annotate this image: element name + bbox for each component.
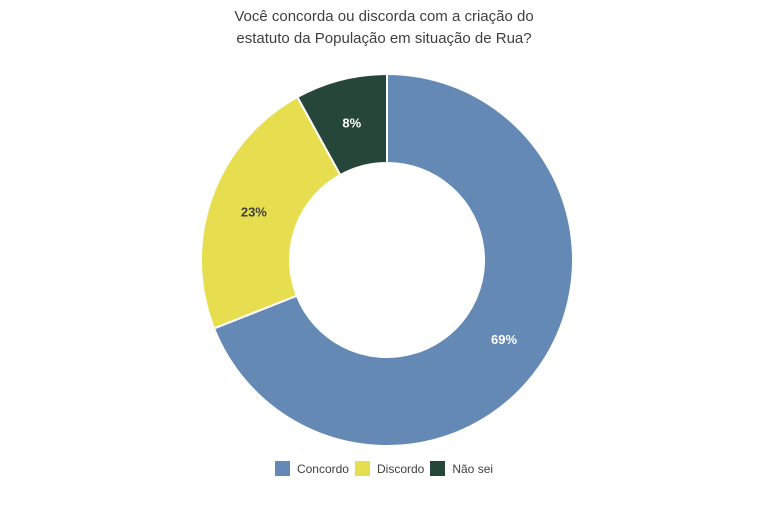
slice-value-label-discordo: 23% [241, 205, 267, 220]
legend-swatch-concordo [274, 461, 290, 476]
chart-title-line-2: estatuto da População em situação de Rua… [236, 30, 532, 47]
legend-swatch-discordo [354, 461, 370, 476]
slice-value-label-nao-sei: 8% [342, 115, 361, 130]
slice-value-label-concordo: 69% [491, 332, 517, 347]
slice-concordo[interactable] [212, 72, 574, 447]
legend-label-nao-sei: Não sei [452, 461, 494, 476]
slice-discordo[interactable] [200, 95, 342, 330]
legend-label-discordo: Discordo [376, 461, 425, 476]
chart-title: Você concorda ou discorda com a criação … [0, 6, 768, 50]
donut-chart: 69% 23% 8% [199, 72, 575, 448]
donut-chart-svg: 69% 23% 8% [200, 72, 574, 447]
legend-item-nao-sei[interactable]: Não sei [430, 461, 493, 476]
slice-nao-sei[interactable] [296, 72, 388, 177]
chart-title-line-1: Você concorda ou discorda com a criação … [234, 8, 534, 25]
legend-item-discordo[interactable]: Discordo [354, 461, 425, 476]
legend-item-concordo[interactable]: Concordo [274, 461, 349, 476]
legend-label-concordo: Concordo [296, 461, 349, 476]
legend-swatch-nao-sei [430, 461, 446, 476]
legend: Concordo Discordo Não sei [0, 461, 768, 476]
